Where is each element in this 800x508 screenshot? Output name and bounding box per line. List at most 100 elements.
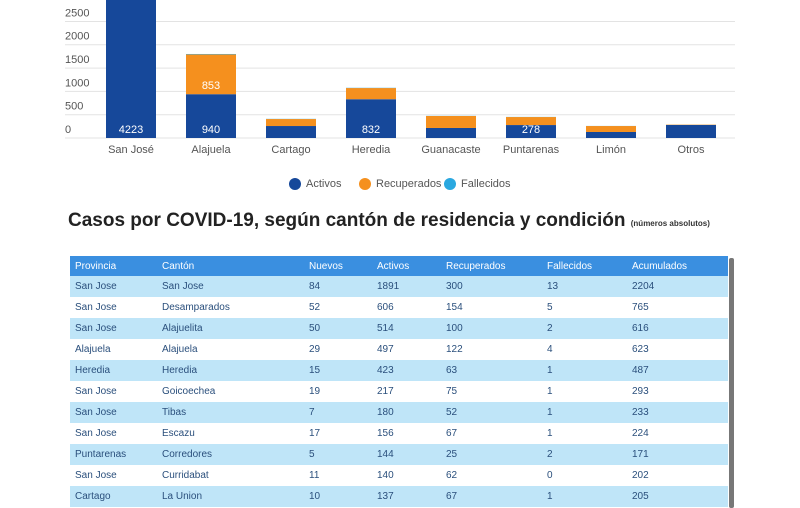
table-cell: 75 [441,381,542,402]
table-cell: 67 [441,423,542,444]
table-cell: Tibas [157,402,304,423]
table-cell: Heredia [70,360,157,381]
table-cell: 144 [372,444,441,465]
bar-segment [666,125,716,138]
table-cell: 224 [627,423,728,444]
table-cell: San Jose [70,381,157,402]
title: Casos por COVID-19, según cantón de resi… [68,210,710,232]
table-cell: 5 [542,297,627,318]
table-cell: 84 [304,276,372,297]
x-tick-label: Guanacaste [421,144,480,156]
header-cell: Recuperados [441,256,542,276]
table-cell: 13 [542,276,627,297]
table-cell: Alajuelita [157,318,304,339]
table-cell: 10 [304,486,372,507]
table-cell: 1 [542,423,627,444]
table-cell: 19 [304,381,372,402]
table-cell: 63 [441,360,542,381]
table-cell: 62 [441,465,542,486]
legend-marker [444,178,456,190]
y-tick-label: 2000 [65,31,89,43]
table-cell: 1 [542,402,627,423]
table-cell: 233 [627,402,728,423]
table-cell: 156 [372,423,441,444]
table-cell: San Jose [70,318,157,339]
table-cell: 122 [441,339,542,360]
header-cell: Acumulados [627,256,728,276]
table-cell: Escazu [157,423,304,444]
table-cell: 2 [542,444,627,465]
table-cell: Alajuela [70,339,157,360]
x-tick-label: Puntarenas [503,144,560,156]
bar-segment [426,128,476,138]
x-tick-label: Heredia [352,144,391,156]
table-cell: 52 [441,402,542,423]
bar-segment [586,132,636,138]
table-cell: 487 [627,360,728,381]
table-cell: 140 [372,465,441,486]
data-label: 4223 [119,124,143,136]
y-tick-label: 2500 [65,7,89,19]
title-text: Casos por COVID-19, según cantón de resi… [68,210,625,231]
x-tick-label: Alajuela [191,144,231,156]
table-cell: 202 [627,465,728,486]
table-cell: 2 [542,318,627,339]
table-cell: Desamparados [157,297,304,318]
table-cell: 1891 [372,276,441,297]
x-tick-label: Otros [678,144,705,156]
table-cell: Cartago [70,486,157,507]
x-tick-label: San José [108,144,154,156]
table-cell: 52 [304,297,372,318]
scrollbar[interactable] [729,258,734,508]
y-tick-label: 1000 [65,77,89,89]
x-tick-label: Cartago [271,144,310,156]
table-cell: 25 [441,444,542,465]
bar-segment [266,126,316,138]
table-cell: Goicoechea [157,381,304,402]
table-cell: San Jose [70,276,157,297]
table-cell: 5 [304,444,372,465]
header-cell: Cantón [157,256,304,276]
legend-marker [359,178,371,190]
table-cell: 423 [372,360,441,381]
bar-segment [426,116,476,128]
legend-marker [289,178,301,190]
bar-segment [506,117,556,125]
table-cell: Heredia [157,360,304,381]
bar-segment [346,88,396,99]
table-cell: 1 [542,381,627,402]
y-tick-label: 500 [65,101,83,113]
y-tick-label: 0 [65,124,71,136]
legend-label: Recuperados [376,178,442,190]
table-cell: San Jose [70,423,157,444]
y-tick-label: 1500 [65,54,89,66]
table-cell: San Jose [70,402,157,423]
table-cell: Curridabat [157,465,304,486]
table-cell: 137 [372,486,441,507]
table-cell: Alajuela [157,339,304,360]
table-cell: 623 [627,339,728,360]
table-cell: 171 [627,444,728,465]
table-cell: La Union [157,486,304,507]
table-cell: 497 [372,339,441,360]
table-cell: 1 [542,360,627,381]
table-cell: Corredores [157,444,304,465]
table-cell: San Jose [70,297,157,318]
header-cell: Activos [372,256,441,276]
table-cell: 11 [304,465,372,486]
table-cell: 15 [304,360,372,381]
table-cell: 0 [542,465,627,486]
table-cell: 616 [627,318,728,339]
data-label: 278 [522,124,540,136]
header-cell: Fallecidos [542,256,627,276]
data-label: 940 [202,124,220,136]
